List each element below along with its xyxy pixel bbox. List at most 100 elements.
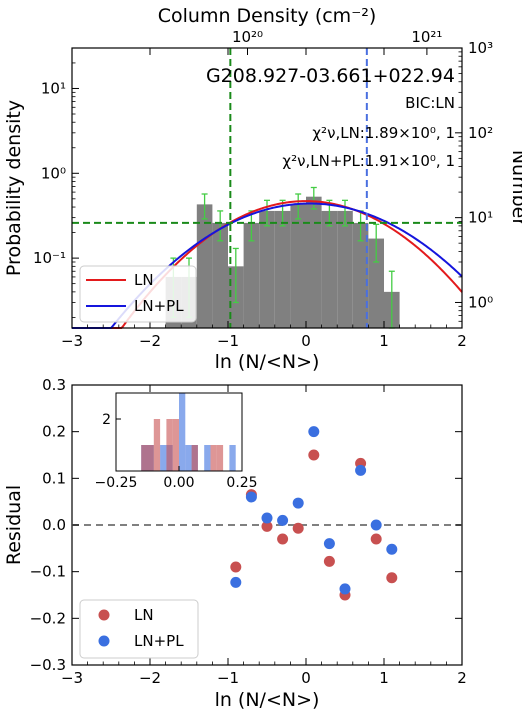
lnpl-residual-point xyxy=(308,426,320,438)
y-tick-label: 0.0 xyxy=(42,516,66,534)
bottom-panel: −3 −2 −1 0 1 2 −0.3 −0.2 −0.1 0.0 0.1 0.2 0.3 ln (N… xyxy=(3,376,467,711)
inset-ln-bar xyxy=(210,445,217,471)
histogram-bar xyxy=(290,204,306,328)
top-y-label: Probability density xyxy=(3,100,25,276)
x2-tick-label: 10²¹ xyxy=(411,28,442,46)
inset-lnpl-bar xyxy=(204,445,211,471)
y-tick-label: 10¹ xyxy=(41,79,66,97)
y-tick-label: −0.1 xyxy=(30,563,66,581)
bic-annotation: BIC:LN xyxy=(405,94,455,112)
reference-lines xyxy=(72,48,462,328)
ln-residual-point xyxy=(261,520,273,532)
bottom-x-label: ln (N/<N>) xyxy=(215,689,320,711)
bottom-legend-box xyxy=(79,599,199,659)
ln-residual-point xyxy=(230,561,242,573)
top-x2-ticks: 10²⁰ 10²¹ xyxy=(232,28,442,55)
histogram-bar xyxy=(259,210,275,328)
ln-residual-point xyxy=(277,533,289,545)
x-tick-label: 1 xyxy=(379,332,389,350)
lnpl-residual-point xyxy=(386,543,398,555)
inset-x-tick-label: −0.25 xyxy=(95,475,138,491)
top-y2-ticks: 10⁰ 10¹ 10² 10³ xyxy=(455,39,493,329)
inset-ticks: −0.25 0.00 0.25 2 xyxy=(95,412,258,491)
top-axes-frame xyxy=(71,47,463,329)
chi2-ln-annotation: χ²ν,LN:1.89×10⁰, 1 xyxy=(312,124,455,142)
ln-residual-point xyxy=(292,522,304,534)
lnpl-residual-point xyxy=(339,583,351,595)
inset-lnpl-bar xyxy=(229,445,236,471)
histogram-bar xyxy=(321,210,338,328)
bottom-y-label: Residual xyxy=(3,485,25,565)
histogram-bar xyxy=(368,238,384,328)
top-y2-label: Number xyxy=(508,150,522,227)
inset-ln-bar xyxy=(153,419,161,471)
lnpl-residual-point xyxy=(261,512,273,524)
lnpl-residual-point xyxy=(355,464,367,476)
inset-bars xyxy=(141,393,236,471)
bottom-x-ticks: −3 −2 −1 0 1 2 xyxy=(61,385,467,687)
y-tick-label: 10⁰ xyxy=(41,164,66,182)
legend-lnpl-label-bottom: LN+PL xyxy=(134,632,184,650)
inset-ln-bar xyxy=(141,445,148,471)
histogram-bars xyxy=(165,196,400,328)
y-tick-label: 0.1 xyxy=(42,469,66,487)
histogram-bar xyxy=(212,222,228,328)
top-x-label: ln (N/<N>) xyxy=(215,351,320,373)
top-x2-label: Column Density (cm⁻²) xyxy=(158,5,377,27)
x-tick-label: 1 xyxy=(379,669,389,687)
x-tick-label: −1 xyxy=(217,669,239,687)
inset-ln-bar xyxy=(172,419,179,471)
inset-histogram: −0.25 0.00 0.25 2 xyxy=(95,392,258,491)
top-y-ticks: 10⁻¹ 10⁰ 10¹ xyxy=(33,47,79,318)
y2-tick-label: 10³ xyxy=(468,39,493,57)
inset-x-tick-label: 0.00 xyxy=(163,475,194,491)
legend-lnpl-marker xyxy=(98,635,110,647)
inset-lnpl-bar xyxy=(185,445,192,471)
residual-points xyxy=(230,426,398,601)
ln-residual-point xyxy=(370,533,382,545)
x-tick-label: −2 xyxy=(139,669,161,687)
x-tick-label: −3 xyxy=(61,332,83,350)
inset-lnpl-bar xyxy=(179,393,186,471)
x-tick-label: 2 xyxy=(457,332,467,350)
lnpl-residual-point xyxy=(277,514,289,526)
top-x-ticks: −3 −2 −1 0 1 2 xyxy=(61,48,467,350)
legend-lnpl-label: LN+PL xyxy=(134,297,184,315)
histogram-bar xyxy=(306,196,322,328)
y2-tick-label: 10¹ xyxy=(468,209,493,227)
y-tick-label: −0.2 xyxy=(30,609,66,627)
y-tick-label: 10⁻¹ xyxy=(33,249,66,267)
legend-ln-marker xyxy=(98,609,110,621)
ln-residual-point xyxy=(386,572,398,584)
lnpl-residual-point xyxy=(245,491,257,503)
histogram-bar xyxy=(243,222,260,328)
lnpl-residual-point xyxy=(370,519,382,531)
chart-title: G208.927-03.661+022.94 xyxy=(206,65,455,87)
inset-ln-bar xyxy=(147,445,154,471)
bottom-legend: LN LN+PL xyxy=(79,599,199,659)
inset-ln-bar xyxy=(166,419,173,471)
ln-residual-point xyxy=(323,555,335,567)
y2-tick-label: 10² xyxy=(468,124,493,142)
legend-ln-label-bottom: LN xyxy=(134,606,154,624)
bottom-y-ticks: −0.3 −0.2 −0.1 0.0 0.1 0.2 0.3 xyxy=(30,376,462,674)
histogram-bar xyxy=(274,210,291,328)
x-tick-label: −3 xyxy=(61,669,83,687)
x2-tick-label: 10²⁰ xyxy=(232,28,263,46)
lnpl-residual-point xyxy=(230,576,242,588)
histogram-bar xyxy=(352,222,369,328)
chi2-lnpl-annotation: χ²ν,LN+PL:1.91×10⁰, 1 xyxy=(282,152,455,170)
x-tick-label: −2 xyxy=(139,332,161,350)
x-tick-label: −1 xyxy=(217,332,239,350)
lnpl-residual-point xyxy=(323,538,335,550)
y-tick-label: 0.2 xyxy=(42,423,66,441)
ln-residual-point xyxy=(308,449,320,461)
inset-x-tick-label: 0.25 xyxy=(226,475,257,491)
inset-lnpl-bar xyxy=(160,445,167,471)
inset-ln-bar xyxy=(216,445,224,471)
lnpl-residual-point xyxy=(292,497,304,509)
inset-ln-bar xyxy=(191,445,198,471)
x-tick-label: 2 xyxy=(457,669,467,687)
